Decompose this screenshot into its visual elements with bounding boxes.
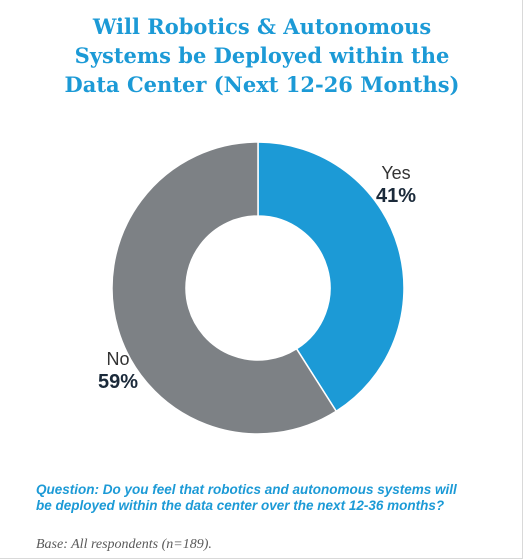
- chart-title-line-3: Data Center (Next 12-26 Months): [64, 72, 460, 97]
- donut-slice-yes: [257, 141, 405, 413]
- slice-name-no: No: [106, 349, 130, 369]
- survey-base: Base: All respondents (n=189).: [36, 537, 212, 552]
- chart-title: Will Robotics & Autonomous Systems be De…: [0, 12, 524, 99]
- survey-question: Question: Do you feel that robotics and …: [36, 482, 457, 513]
- slice-label-no: No 59%: [88, 348, 148, 394]
- slice-name-yes: Yes: [381, 163, 411, 183]
- chart-title-line-2: Systems be Deployed within the: [74, 43, 450, 68]
- slice-value-yes: 41%: [375, 185, 417, 207]
- slice-value-no: 59%: [97, 371, 139, 393]
- donut-slice-no: [111, 141, 338, 435]
- chart-title-line-1: Will Robotics & Autonomous: [92, 14, 432, 39]
- slice-label-yes: Yes 41%: [366, 162, 426, 208]
